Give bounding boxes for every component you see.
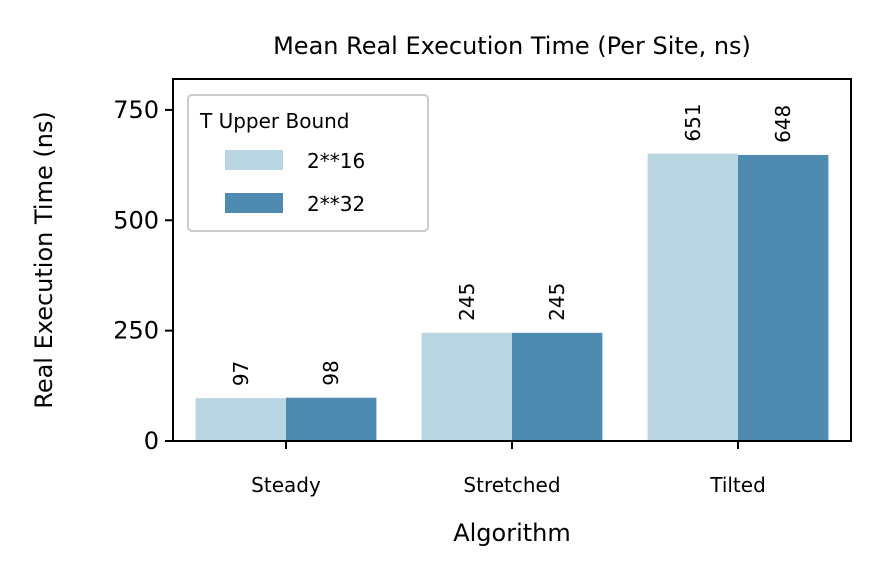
y-tick-label: 0 — [144, 427, 159, 455]
y-tick-label: 250 — [113, 317, 159, 345]
data-label-stretched-2-16: 245 — [455, 283, 479, 321]
bars-layer — [195, 153, 829, 442]
y-tick-label: 750 — [113, 96, 159, 124]
legend-title: T Upper Bound — [199, 109, 350, 133]
x-axis-label: Algorithm — [453, 519, 571, 547]
data-label-steady-2-16: 97 — [229, 361, 253, 386]
legend-swatch-2-16 — [225, 150, 283, 170]
data-labels-layer: 97 98 245 245 651 648 — [229, 103, 795, 386]
bar-steady-2-16 — [195, 398, 286, 441]
y-axis: 0 250 500 750 — [113, 96, 173, 455]
data-label-tilted-2-16: 651 — [681, 103, 705, 141]
x-tick-label-tilted: Tilted — [709, 473, 766, 497]
bar-stretched-2-16 — [421, 332, 512, 441]
data-label-steady-2-32: 98 — [319, 360, 343, 385]
data-label-tilted-2-32: 648 — [771, 105, 795, 143]
x-axis: Steady Stretched Tilted — [251, 441, 766, 497]
legend: T Upper Bound 2**16 2**32 — [187, 94, 429, 232]
bar-stretched-2-32 — [512, 332, 603, 441]
x-tick-label-steady: Steady — [251, 473, 321, 497]
legend-label-2-32: 2**32 — [307, 192, 365, 216]
bar-tilted-2-32 — [738, 154, 829, 441]
bar-tilted-2-16 — [647, 153, 738, 442]
data-label-stretched-2-32: 245 — [545, 283, 569, 321]
legend-label-2-16: 2**16 — [307, 149, 365, 173]
chart-title: Mean Real Execution Time (Per Site, ns) — [273, 32, 751, 60]
y-tick-label: 500 — [113, 206, 159, 234]
y-axis-label: Real Execution Time (ns) — [30, 111, 58, 409]
bar-steady-2-32 — [286, 397, 377, 441]
x-tick-label-stretched: Stretched — [463, 473, 560, 497]
legend-swatch-2-32 — [225, 193, 283, 213]
